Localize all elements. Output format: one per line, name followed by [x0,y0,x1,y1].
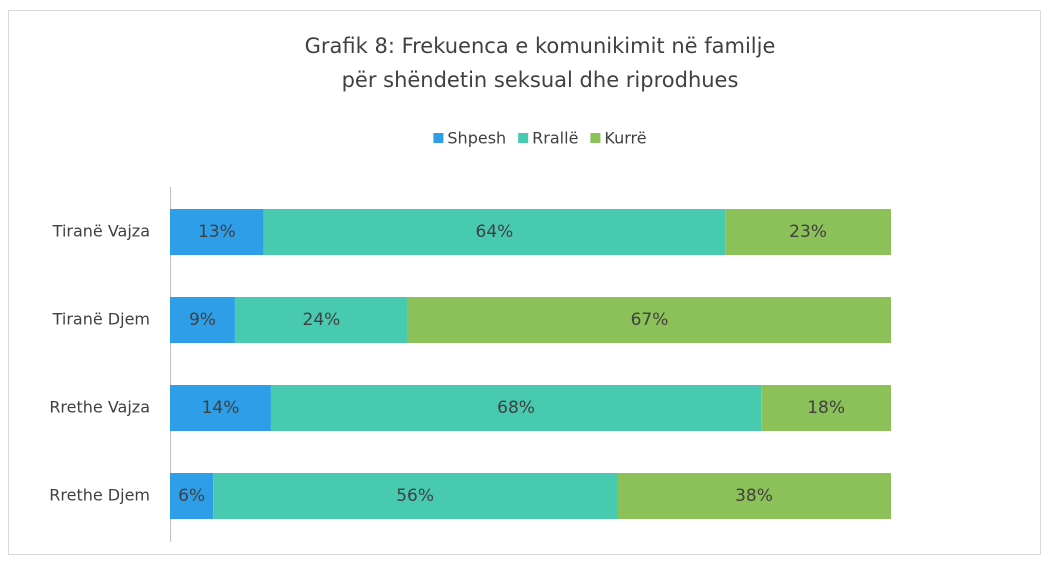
y-tick-label: Tiranë Vajza [52,222,150,241]
data-label: 9% [189,310,216,330]
data-label: 23% [789,222,827,242]
chart-frame [8,10,1041,555]
data-label: 64% [476,222,514,242]
data-label: 6% [178,486,205,506]
legend-label: Rrallë [532,129,578,148]
legend-swatch [590,133,601,143]
y-tick-label: Rrethe Djem [49,486,150,505]
data-label: 38% [735,486,773,506]
y-tick-label: Tiranë Djem [52,310,150,329]
bar-segment [234,297,408,343]
bar-segment [170,209,264,255]
legend-label: Shpesh [447,129,506,148]
y-tick-label: Rrethe Vajza [49,398,150,417]
data-label: 67% [631,310,669,330]
bar-segment [617,473,891,519]
bar-segment [407,297,891,343]
data-label: 24% [303,310,341,330]
bar-segment [170,385,271,431]
bar-segment [170,297,235,343]
data-label: 68% [497,398,535,418]
data-label: 18% [807,398,845,418]
bar-segment [725,209,891,255]
bar-segment [270,385,762,431]
data-label: 56% [396,486,434,506]
legend-swatch [518,133,529,143]
bar-segment [263,209,726,255]
data-label: 14% [202,398,240,418]
bar-segment [761,385,891,431]
legend-swatch [433,133,444,143]
chart-title: për shëndetin seksual dhe riprodhues [342,68,739,92]
chart-title: Grafik 8: Frekuenca e komunikimit në fam… [305,34,776,58]
bar-segment [170,473,214,519]
bar-segment [213,473,618,519]
legend-label: Kurrë [604,129,646,148]
data-label: 13% [198,222,236,242]
